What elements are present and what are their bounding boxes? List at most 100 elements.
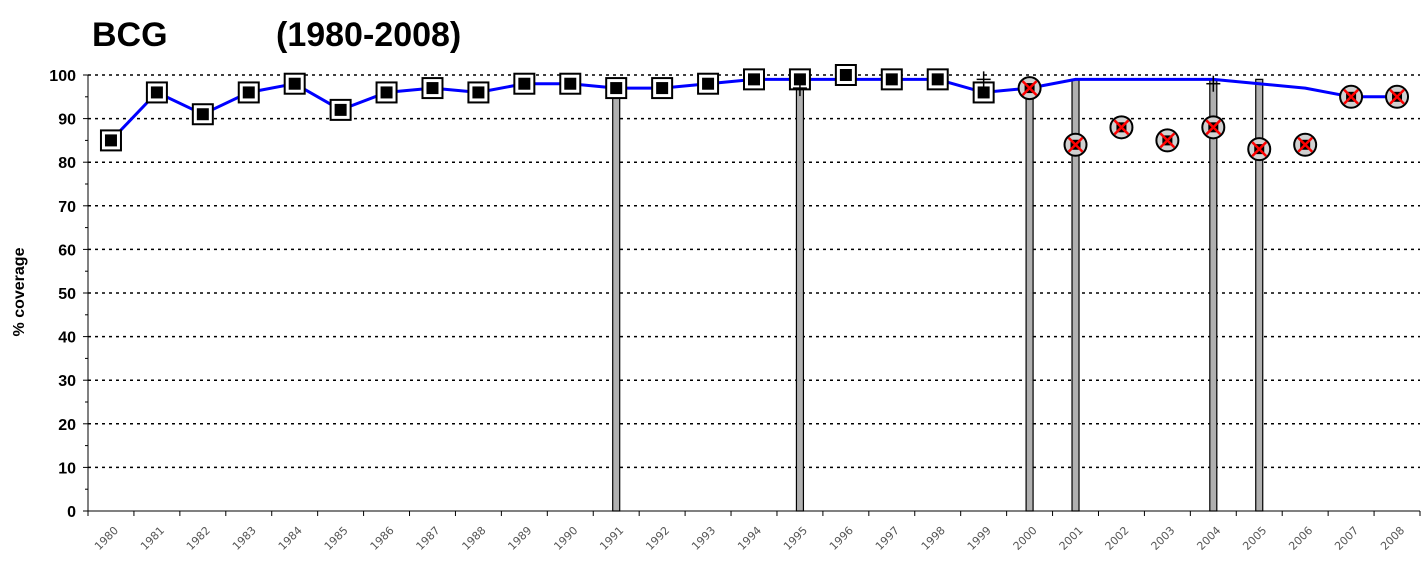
x-tick-label: 1981 bbox=[138, 524, 167, 553]
x-tick-label: 1998 bbox=[919, 524, 948, 553]
marker-cross bbox=[1113, 119, 1130, 136]
marker-cross bbox=[1297, 136, 1314, 153]
y-ticks: 0 10 20 30 40 50 60 70 80 90 100 bbox=[49, 68, 88, 521]
circle-x-marker bbox=[1201, 115, 1226, 140]
square-marker bbox=[513, 72, 536, 95]
square-marker bbox=[972, 81, 995, 104]
bar bbox=[1025, 78, 1034, 512]
x-tick-label: 1992 bbox=[643, 524, 672, 553]
y-axis-label: % coverage bbox=[11, 247, 28, 336]
square-marker bbox=[99, 129, 122, 152]
y-tick-label: 0 bbox=[67, 504, 76, 521]
x-tick-label: 1980 bbox=[92, 524, 121, 553]
circle-x-marker bbox=[1247, 137, 1272, 162]
marker-cross bbox=[1067, 136, 1084, 153]
square-marker bbox=[375, 81, 398, 104]
x-tick-label: 2003 bbox=[1149, 524, 1178, 553]
x-tick-label: 2000 bbox=[1011, 524, 1040, 553]
marker-cross bbox=[1389, 88, 1405, 105]
x-tick-label: 2002 bbox=[1103, 524, 1132, 553]
y-tick-label: 100 bbox=[49, 68, 76, 85]
x-tick-label: 1984 bbox=[276, 524, 305, 553]
marker-fill bbox=[610, 82, 623, 95]
square-marker bbox=[467, 81, 490, 104]
marker-cross bbox=[1343, 88, 1359, 105]
marker-fill bbox=[426, 82, 439, 95]
square-marker bbox=[788, 68, 811, 91]
chart-subtitle: (1980-2008) bbox=[276, 16, 461, 54]
x-tick-label: 1999 bbox=[965, 524, 994, 553]
square-marker bbox=[283, 72, 306, 95]
x-tick-label: 2008 bbox=[1378, 524, 1407, 553]
marker-fill bbox=[196, 108, 209, 121]
circle-x-marker bbox=[1293, 132, 1318, 157]
circle-x-marker bbox=[1109, 115, 1134, 140]
plus-marker bbox=[976, 71, 991, 88]
x-tick-label: 2007 bbox=[1332, 524, 1361, 553]
bar bbox=[795, 87, 805, 512]
x-tick-label: 1989 bbox=[505, 524, 534, 553]
circle-x-marker bbox=[1017, 76, 1042, 101]
circle-x-marker bbox=[1155, 128, 1180, 153]
marker-fill bbox=[288, 77, 301, 90]
plus-marker bbox=[792, 80, 807, 97]
marker-fill bbox=[150, 86, 163, 99]
square-marker bbox=[237, 81, 260, 104]
square-marker bbox=[191, 103, 214, 126]
square-marker bbox=[880, 68, 903, 91]
x-tick-label: 1991 bbox=[597, 524, 626, 553]
y-tick-label: 50 bbox=[58, 286, 76, 303]
x-tick-label: 1982 bbox=[184, 524, 213, 553]
marker-fill bbox=[380, 86, 393, 99]
y-tick-label: 80 bbox=[58, 155, 76, 172]
square-marker bbox=[329, 98, 352, 121]
marker-fill bbox=[702, 77, 715, 90]
square-marker bbox=[559, 72, 582, 95]
x-tick-label: 1985 bbox=[322, 524, 351, 553]
marker-fill bbox=[242, 86, 255, 99]
circle-x-marker bbox=[1339, 84, 1364, 109]
square-marker bbox=[834, 64, 857, 86]
marker-cross bbox=[1159, 132, 1176, 149]
x-ticks: 1980 1981 1982 1983 1984 1985 1986 1987 1988 1989… bbox=[87, 511, 1421, 553]
y-tick-label: 70 bbox=[58, 199, 76, 216]
marker-fill bbox=[104, 134, 117, 147]
square-marker bbox=[651, 77, 674, 100]
x-tick-label: 1994 bbox=[735, 524, 764, 553]
x-tick-label: 1993 bbox=[689, 524, 718, 553]
x-tick-label: 1995 bbox=[781, 524, 810, 553]
x-tick-label: 2005 bbox=[1240, 524, 1269, 553]
bar bbox=[612, 87, 621, 512]
marker-fill bbox=[885, 73, 898, 86]
marker-fill bbox=[564, 77, 577, 90]
y-tick-label: 60 bbox=[58, 242, 76, 259]
marker-cross bbox=[1205, 119, 1222, 136]
square-marker bbox=[421, 77, 444, 100]
x-tick-label: 1997 bbox=[873, 524, 902, 553]
square-marker bbox=[697, 72, 720, 95]
marker-fill bbox=[656, 82, 669, 95]
x-tick-label: 2001 bbox=[1057, 524, 1086, 553]
x-tick-label: 1990 bbox=[551, 524, 580, 553]
x-tick-label: 2006 bbox=[1286, 524, 1315, 553]
y-tick-label: 90 bbox=[58, 112, 76, 129]
marker-fill bbox=[518, 77, 531, 90]
x-tick-label: 1987 bbox=[414, 524, 443, 553]
marker-fill bbox=[839, 69, 852, 81]
y-tick-label: 40 bbox=[58, 330, 76, 347]
y-tick-label: 30 bbox=[58, 373, 76, 390]
bar bbox=[1209, 78, 1218, 512]
x-tick-label: 2004 bbox=[1194, 524, 1223, 553]
square-marker bbox=[145, 81, 168, 104]
marker-fill bbox=[472, 86, 485, 99]
x-tick-label: 1986 bbox=[368, 524, 397, 553]
marker-fill bbox=[931, 73, 944, 86]
marker-cross bbox=[1251, 141, 1268, 158]
square-marker bbox=[743, 68, 765, 91]
x-tick-label: 1983 bbox=[230, 524, 259, 553]
marker-fill bbox=[334, 103, 347, 116]
markers bbox=[99, 64, 1410, 162]
marker-fill bbox=[977, 86, 990, 99]
circle-x-marker bbox=[1385, 84, 1410, 109]
